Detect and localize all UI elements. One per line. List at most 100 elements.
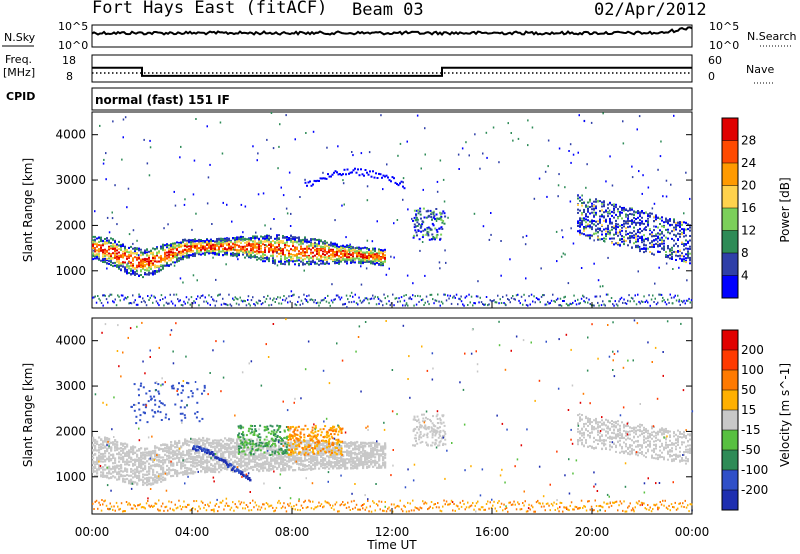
velocity-cell bbox=[156, 446, 159, 449]
power-cell bbox=[595, 207, 597, 210]
power-cell bbox=[681, 228, 683, 231]
power-cell bbox=[667, 237, 669, 240]
power-cell bbox=[104, 253, 106, 256]
noise-panel: N.Sky 10^5 10^0 10^5 10^0 N.Search bbox=[2, 20, 797, 52]
power-cell bbox=[362, 251, 364, 254]
power-cell bbox=[362, 260, 364, 263]
power-cell bbox=[385, 273, 388, 276]
power-cell bbox=[477, 295, 479, 298]
power-cell bbox=[234, 244, 236, 247]
power-cell bbox=[192, 239, 194, 241]
power-cell bbox=[348, 258, 350, 261]
power-cell bbox=[255, 231, 257, 234]
power-cell bbox=[660, 140, 662, 143]
power-cell bbox=[434, 217, 436, 220]
power-cell bbox=[190, 247, 192, 250]
power-cell bbox=[376, 220, 378, 223]
power-cell bbox=[683, 221, 685, 224]
power-cell bbox=[623, 220, 625, 223]
power-cell bbox=[352, 248, 354, 251]
power-cell bbox=[657, 226, 659, 229]
power-cell bbox=[136, 272, 138, 275]
power-cell bbox=[372, 258, 374, 261]
power-cell bbox=[96, 237, 98, 240]
velocity-cell bbox=[122, 442, 125, 445]
power-cell bbox=[415, 213, 417, 216]
power-cell bbox=[108, 240, 110, 243]
power-cell bbox=[195, 212, 197, 215]
power-cell bbox=[360, 249, 362, 252]
power-cell bbox=[687, 299, 689, 302]
power-cell bbox=[252, 145, 254, 148]
power-cell bbox=[202, 247, 204, 250]
power-cell bbox=[494, 301, 496, 304]
power-cell bbox=[270, 248, 272, 251]
power-cell bbox=[240, 241, 242, 244]
power-cell bbox=[604, 240, 606, 243]
power-cell bbox=[564, 186, 566, 189]
power-cell bbox=[162, 267, 164, 270]
velocity-cell bbox=[162, 456, 165, 459]
power-cell bbox=[440, 218, 443, 221]
power-cell bbox=[185, 296, 188, 299]
power-cell bbox=[350, 261, 352, 264]
power-cell bbox=[219, 121, 222, 124]
power-cell bbox=[112, 238, 114, 241]
velocity-cell bbox=[164, 453, 167, 456]
power-cell bbox=[661, 242, 663, 245]
power-cell bbox=[645, 299, 648, 302]
power-cell bbox=[399, 142, 402, 145]
power-cell bbox=[609, 300, 611, 303]
velocity-cell bbox=[184, 442, 187, 445]
velocity-cell bbox=[154, 463, 157, 466]
velocity-cell bbox=[192, 441, 195, 444]
velocity-cell bbox=[218, 443, 221, 446]
power-cell bbox=[332, 260, 334, 263]
velocity-cell bbox=[216, 460, 219, 463]
power-cell bbox=[265, 297, 268, 300]
velocity-cell bbox=[132, 463, 135, 466]
velocity-cell bbox=[178, 472, 181, 475]
power-cell bbox=[533, 197, 536, 200]
velocity-cell bbox=[202, 455, 205, 458]
power-cell bbox=[637, 216, 639, 219]
power-cell bbox=[619, 233, 622, 236]
power-cell bbox=[415, 303, 418, 306]
power-cell bbox=[310, 244, 312, 247]
power-cell bbox=[360, 260, 362, 263]
power-cell bbox=[379, 173, 382, 176]
power-cell bbox=[244, 252, 246, 254]
power-cell bbox=[632, 297, 634, 300]
power-cell bbox=[372, 260, 374, 263]
power-cell bbox=[378, 262, 380, 265]
power-cell bbox=[342, 179, 344, 182]
power-cell bbox=[275, 298, 278, 300]
power-cell bbox=[182, 240, 184, 243]
power-cell bbox=[665, 303, 668, 306]
power-cell bbox=[318, 258, 320, 261]
power-cell bbox=[296, 253, 298, 256]
velocity-cell bbox=[110, 441, 113, 444]
power-cell bbox=[465, 295, 468, 298]
power-cell bbox=[94, 210, 96, 213]
power-cell bbox=[114, 264, 116, 267]
power-cell bbox=[681, 259, 683, 262]
power-cell bbox=[689, 301, 691, 304]
power-cell bbox=[615, 227, 617, 229]
power-cell bbox=[229, 303, 231, 306]
velocity-cell bbox=[200, 458, 203, 461]
power-cell bbox=[276, 246, 278, 249]
power-cell bbox=[675, 225, 677, 228]
power-cell bbox=[629, 235, 631, 237]
power-cell bbox=[116, 260, 118, 263]
power-cell bbox=[250, 238, 252, 241]
power-cell bbox=[665, 228, 667, 231]
power-cell bbox=[276, 234, 278, 237]
power-cell bbox=[296, 248, 298, 251]
power-cell bbox=[562, 236, 564, 239]
power-cell bbox=[663, 239, 665, 242]
power-cell bbox=[186, 239, 188, 242]
power-cell bbox=[198, 304, 200, 307]
power-cell bbox=[522, 303, 524, 306]
power-cell bbox=[659, 233, 661, 236]
